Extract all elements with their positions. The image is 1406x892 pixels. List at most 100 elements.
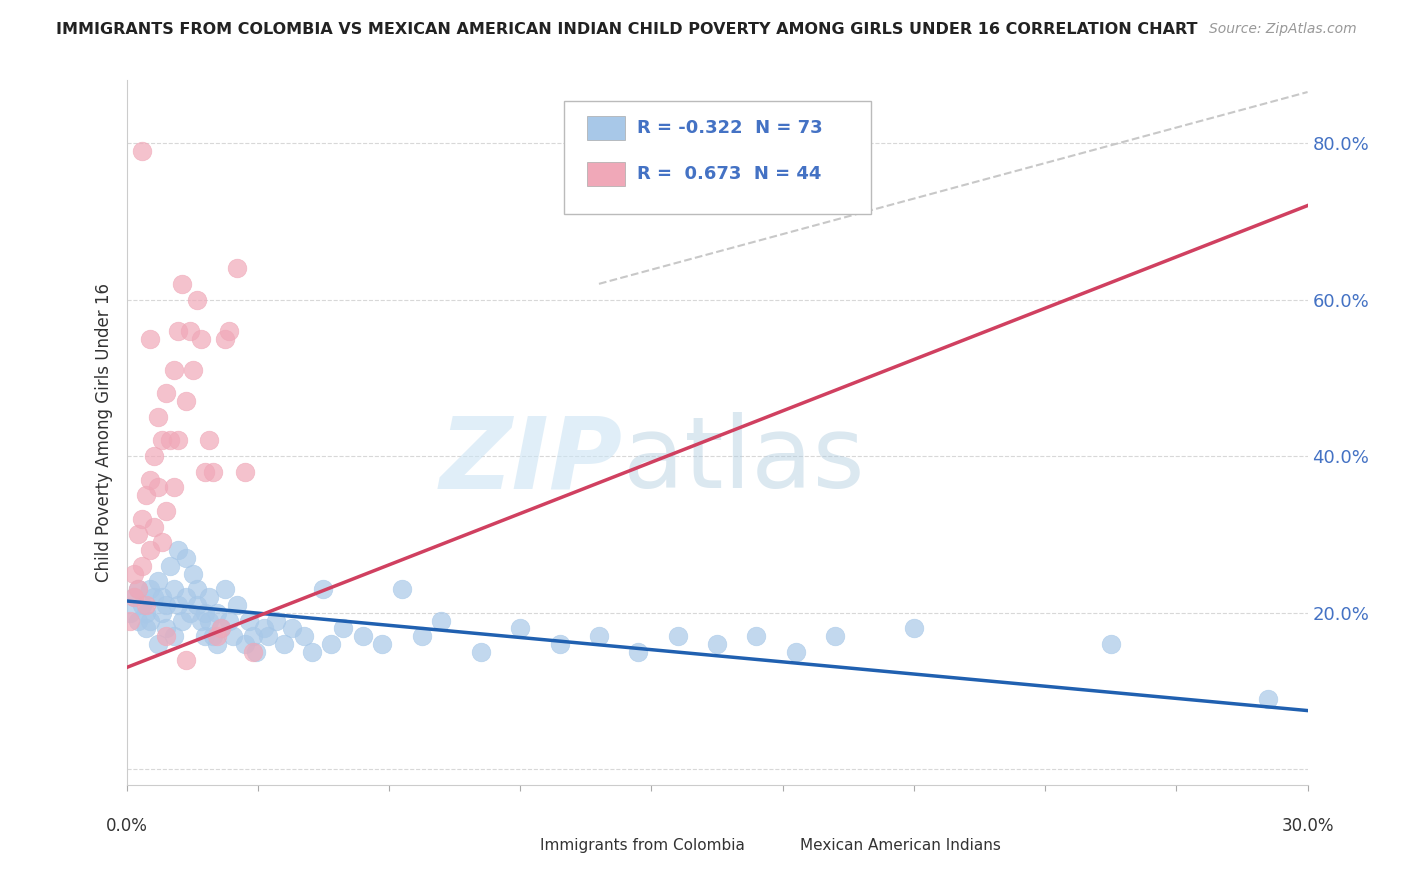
Point <box>332 621 354 635</box>
Point <box>242 645 264 659</box>
Point <box>174 590 197 604</box>
Point <box>139 543 162 558</box>
Point <box>166 543 188 558</box>
Point <box>146 637 169 651</box>
FancyBboxPatch shape <box>588 116 624 140</box>
FancyBboxPatch shape <box>564 102 870 214</box>
Point <box>163 363 186 377</box>
Point <box>292 629 315 643</box>
Point <box>127 614 149 628</box>
Point <box>745 629 768 643</box>
Point <box>218 324 240 338</box>
Point <box>253 621 276 635</box>
Point <box>163 629 186 643</box>
FancyBboxPatch shape <box>588 162 624 186</box>
Point <box>225 261 247 276</box>
Text: Source: ZipAtlas.com: Source: ZipAtlas.com <box>1209 22 1357 37</box>
Point <box>321 637 343 651</box>
Point <box>150 434 173 448</box>
Point <box>163 480 186 494</box>
Point <box>1257 691 1279 706</box>
Point <box>509 621 531 635</box>
Point <box>312 582 335 597</box>
Point <box>135 606 157 620</box>
Text: 30.0%: 30.0% <box>1281 817 1334 835</box>
Point <box>120 606 142 620</box>
Text: Mexican American Indians: Mexican American Indians <box>800 838 1001 853</box>
Point <box>194 629 217 643</box>
Point <box>202 629 225 643</box>
Point <box>179 324 201 338</box>
Point <box>124 566 146 581</box>
Point <box>139 582 162 597</box>
Point <box>124 590 146 604</box>
Point <box>150 590 173 604</box>
Point <box>233 465 256 479</box>
Point <box>198 590 221 604</box>
Text: IMMIGRANTS FROM COLOMBIA VS MEXICAN AMERICAN INDIAN CHILD POVERTY AMONG GIRLS UN: IMMIGRANTS FROM COLOMBIA VS MEXICAN AMER… <box>56 22 1198 37</box>
Point <box>785 645 807 659</box>
Y-axis label: Child Poverty Among Girls Under 16: Child Poverty Among Girls Under 16 <box>94 283 112 582</box>
Point <box>371 637 394 651</box>
Point <box>214 582 236 597</box>
Text: 0.0%: 0.0% <box>105 817 148 835</box>
Text: R =  0.673  N = 44: R = 0.673 N = 44 <box>637 165 821 183</box>
Point <box>209 621 232 635</box>
Point <box>127 527 149 541</box>
Point <box>257 629 280 643</box>
Point <box>205 606 228 620</box>
Text: ZIP: ZIP <box>440 412 623 509</box>
Point <box>146 480 169 494</box>
Point <box>155 621 177 635</box>
Point <box>238 614 260 628</box>
Point <box>225 598 247 612</box>
Point <box>155 598 177 612</box>
Point <box>174 394 197 409</box>
Point <box>155 386 177 401</box>
Point <box>627 645 650 659</box>
Point <box>139 473 162 487</box>
Point <box>131 512 153 526</box>
Text: atlas: atlas <box>623 412 865 509</box>
Point <box>588 629 610 643</box>
Point <box>135 488 157 502</box>
Point <box>470 645 492 659</box>
Point <box>186 598 208 612</box>
Point <box>183 566 205 581</box>
Point <box>194 606 217 620</box>
Point <box>166 324 188 338</box>
Point <box>135 621 157 635</box>
Point <box>214 332 236 346</box>
Point <box>143 519 166 533</box>
Point <box>242 629 264 643</box>
Point <box>264 614 287 628</box>
Point <box>666 629 689 643</box>
Point <box>391 582 413 597</box>
Point <box>131 598 153 612</box>
Point <box>139 614 162 628</box>
Point <box>166 434 188 448</box>
Point <box>166 598 188 612</box>
Point <box>186 293 208 307</box>
Point <box>159 558 181 573</box>
Point <box>198 614 221 628</box>
Point <box>131 558 153 573</box>
Point <box>186 582 208 597</box>
Point <box>430 614 453 628</box>
Point <box>194 465 217 479</box>
Point <box>183 363 205 377</box>
Point <box>124 590 146 604</box>
Point <box>411 629 433 643</box>
Point <box>1099 637 1122 651</box>
Point <box>155 629 177 643</box>
Point <box>150 535 173 549</box>
Point <box>170 614 193 628</box>
Point <box>159 434 181 448</box>
Point <box>352 629 374 643</box>
Point <box>233 637 256 651</box>
Point <box>146 574 169 589</box>
Point <box>127 582 149 597</box>
Point <box>218 614 240 628</box>
Point <box>135 598 157 612</box>
Point <box>174 550 197 565</box>
